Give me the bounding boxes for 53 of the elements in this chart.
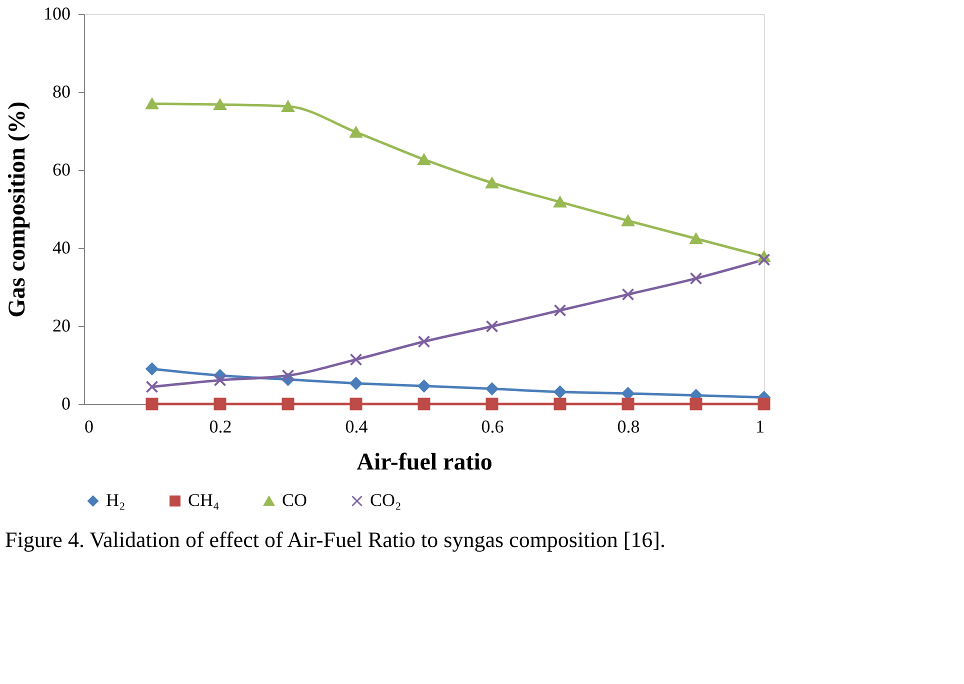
y-tick-label: 0 bbox=[62, 394, 70, 414]
x-tick-label: 1 bbox=[756, 416, 764, 436]
point bbox=[146, 362, 158, 376]
point bbox=[350, 377, 362, 390]
point bbox=[554, 196, 566, 208]
legend-label: CO₂ bbox=[370, 490, 402, 510]
y-tick-label: 60 bbox=[52, 160, 70, 180]
point bbox=[418, 335, 430, 348]
point bbox=[146, 398, 158, 410]
y-tick-label: 20 bbox=[52, 316, 70, 336]
legend-label: CH₄ bbox=[188, 490, 220, 510]
point bbox=[486, 382, 498, 396]
point bbox=[146, 98, 158, 110]
point bbox=[282, 100, 294, 112]
point bbox=[758, 253, 770, 266]
point bbox=[282, 369, 294, 382]
point bbox=[418, 380, 430, 392]
point bbox=[554, 386, 566, 398]
legend-label: CO bbox=[282, 490, 308, 510]
x-tick-label: 0.2 bbox=[209, 416, 232, 436]
point bbox=[350, 126, 362, 138]
x-axis-title: Air-fuel ratio bbox=[356, 450, 492, 476]
y-tick-label: 80 bbox=[52, 82, 70, 102]
point bbox=[554, 398, 566, 410]
point bbox=[146, 380, 158, 394]
point bbox=[622, 398, 634, 410]
point bbox=[622, 288, 634, 301]
point bbox=[214, 398, 226, 410]
point bbox=[282, 398, 294, 410]
caption: Figure 4. Validation of effect of Air-Fuel Ratio to syngas composition [16]. bbox=[5, 527, 666, 552]
point bbox=[690, 233, 702, 244]
point bbox=[622, 215, 634, 226]
point bbox=[350, 398, 362, 410]
point bbox=[486, 177, 498, 188]
legend-label: H₂ bbox=[106, 490, 126, 510]
point bbox=[350, 353, 362, 366]
x-tick-label: 0.6 bbox=[481, 416, 504, 436]
x-tick-label: 0 bbox=[84, 416, 94, 436]
y-axis-title: Gas composition (%) bbox=[4, 102, 30, 318]
point bbox=[690, 272, 702, 285]
point bbox=[418, 154, 430, 166]
point bbox=[214, 374, 226, 386]
y-tick-label: 100 bbox=[44, 4, 70, 24]
y-tick-label: 40 bbox=[52, 238, 70, 258]
point bbox=[690, 398, 702, 410]
point bbox=[214, 98, 226, 110]
point bbox=[486, 398, 498, 410]
point bbox=[758, 398, 770, 410]
point bbox=[418, 398, 430, 410]
point bbox=[486, 320, 498, 333]
x-tick-label: 0.4 bbox=[345, 416, 368, 436]
x-tick-label: 0.8 bbox=[617, 416, 640, 436]
point bbox=[554, 304, 566, 317]
